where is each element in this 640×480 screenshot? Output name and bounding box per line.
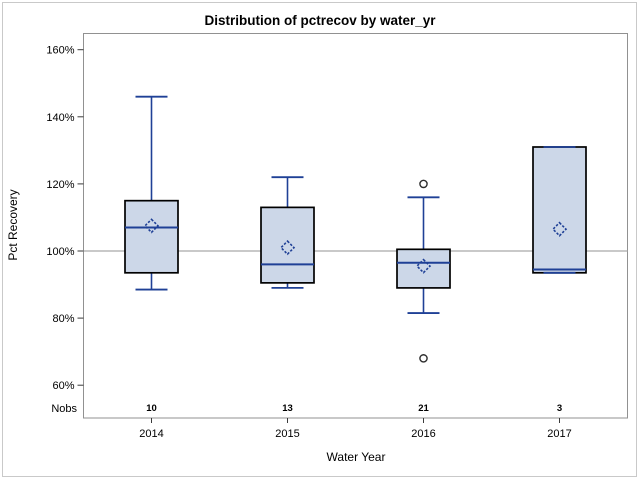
mean-marker-2015 xyxy=(279,240,296,256)
nobs-row-label: Nobs xyxy=(51,403,77,415)
outlier-2016-0 xyxy=(419,179,428,189)
box-2014 xyxy=(124,199,179,274)
y-tick-label-80: 80% xyxy=(52,313,74,325)
y-tick-label-140: 140% xyxy=(46,112,74,124)
x-tick-label-2015: 2015 xyxy=(275,428,299,440)
chart-title: Distribution of pctrecov by water_yr xyxy=(204,13,436,28)
y-tick-label-160: 160% xyxy=(46,45,74,57)
box-2017 xyxy=(532,146,587,274)
outlier-2016-1 xyxy=(419,354,428,363)
y-tick-label-100: 100% xyxy=(46,246,74,258)
y-tick-label-60: 60% xyxy=(52,380,74,392)
y-tick-label-120: 120% xyxy=(46,179,74,191)
x-axis-label: Water Year xyxy=(327,450,386,464)
y-axis-label: Pct Recovery xyxy=(6,189,20,260)
nobs-value-2016: 21 xyxy=(418,403,429,414)
nobs-value-2015: 13 xyxy=(282,403,293,414)
nobs-value-2017: 3 xyxy=(557,403,562,414)
x-tick-label-2017: 2017 xyxy=(547,428,571,440)
plot-content: 60% 80% 100% 120% 140% 160% 10 2014 13 2015 21 2016… xyxy=(46,45,628,440)
box-2016 xyxy=(396,248,451,289)
mean-marker-2017 xyxy=(551,221,568,237)
mean-marker-2016 xyxy=(415,258,432,274)
box-2015 xyxy=(260,206,315,284)
x-tick-label-2016: 2016 xyxy=(411,428,435,440)
x-tick-label-2014: 2014 xyxy=(139,428,163,440)
mean-marker-2014 xyxy=(143,218,160,234)
nobs-value-2014: 10 xyxy=(146,403,157,414)
